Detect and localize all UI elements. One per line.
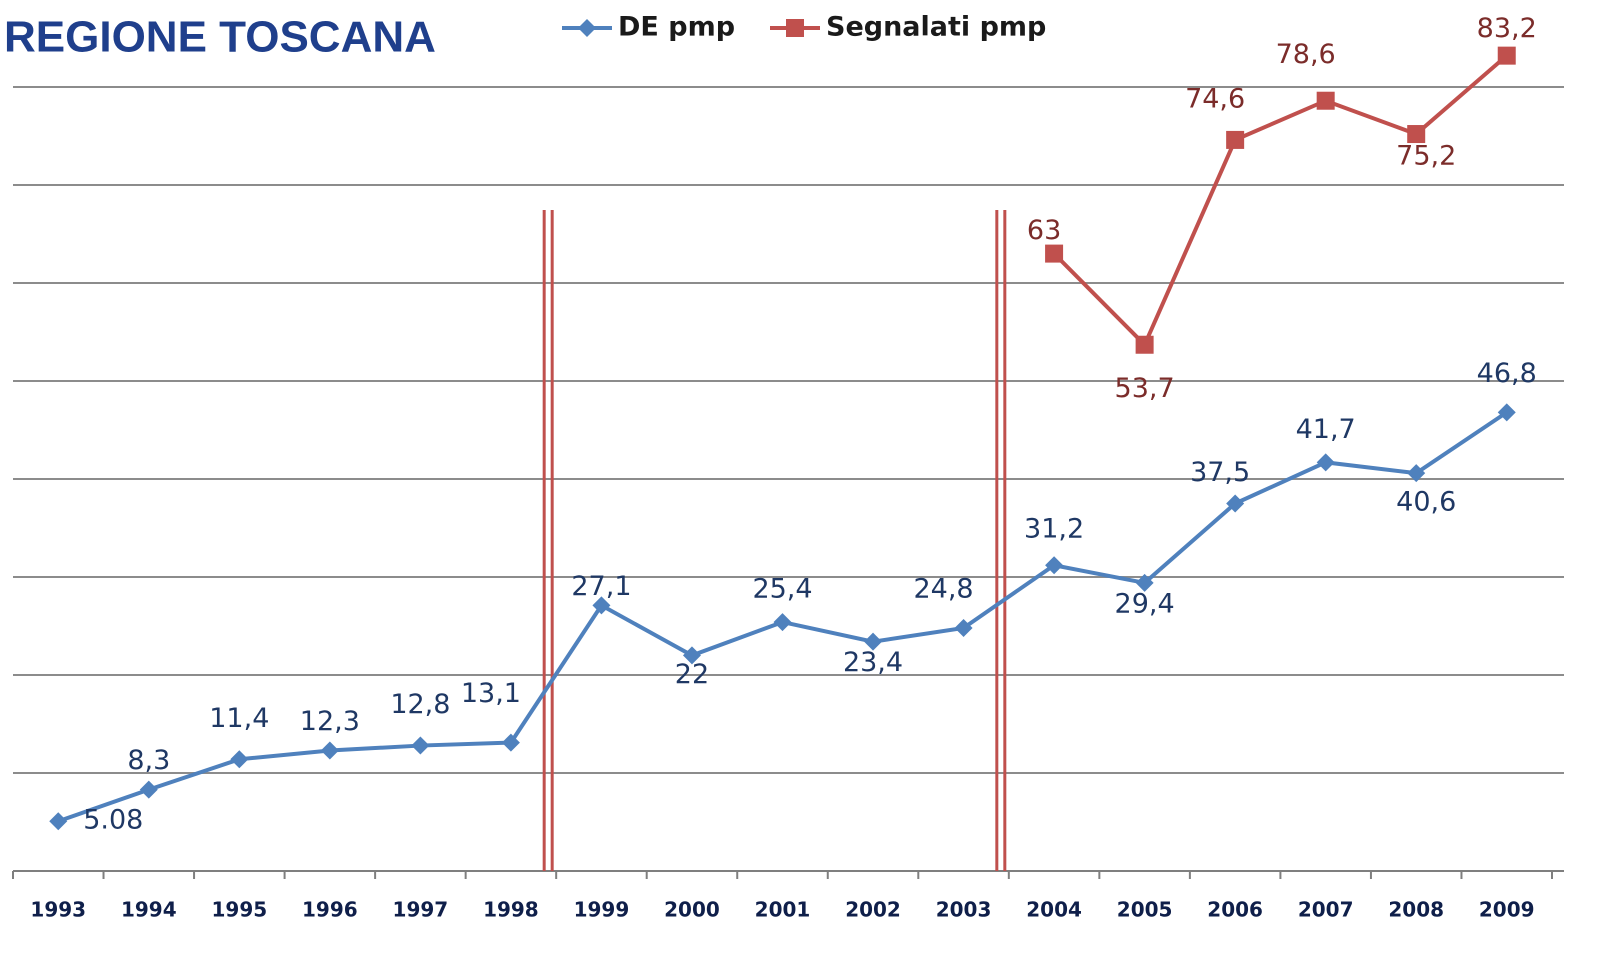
x-tick-label: 2009 — [1479, 898, 1535, 922]
data-label: 22 — [675, 659, 709, 690]
data-label: 23,4 — [843, 647, 903, 678]
x-tick-label: 2003 — [936, 898, 992, 922]
marker — [1407, 125, 1426, 144]
data-label: 12,8 — [390, 689, 450, 720]
marker — [1316, 453, 1335, 472]
marker — [230, 750, 249, 769]
marker — [1226, 130, 1245, 149]
marker — [864, 632, 883, 651]
x-tick-label: 2001 — [755, 898, 811, 922]
legend-marker — [786, 19, 804, 37]
marker — [1407, 464, 1426, 483]
data-label: 8,3 — [127, 745, 170, 776]
data-label: 31,2 — [1024, 514, 1084, 545]
marker — [1226, 494, 1245, 513]
data-label: 13,1 — [461, 678, 521, 709]
data-label: 27,1 — [571, 571, 631, 602]
x-tick-label: 2002 — [845, 898, 901, 922]
data-label: 29,4 — [1115, 588, 1175, 619]
data-label: 78,6 — [1276, 39, 1336, 70]
data-label: 24,8 — [913, 573, 973, 604]
marker — [1135, 573, 1154, 592]
x-tick-label: 1993 — [30, 898, 86, 922]
marker — [1316, 91, 1335, 110]
data-label: 74,6 — [1185, 83, 1245, 114]
data-label: 5.08 — [83, 805, 143, 836]
marker — [139, 780, 158, 799]
x-tick-label: 2004 — [1026, 898, 1082, 922]
marker — [773, 613, 792, 632]
marker — [411, 736, 430, 755]
marker — [320, 741, 339, 760]
marker — [49, 812, 68, 831]
data-label: 40,6 — [1396, 487, 1456, 518]
x-tick-label: 2005 — [1117, 898, 1173, 922]
chart-title: REGIONE TOSCANA — [4, 13, 436, 62]
x-tick-label: 2006 — [1207, 898, 1263, 922]
data-label: 12,3 — [300, 706, 360, 737]
marker — [1135, 335, 1154, 354]
x-tick-label: 1998 — [483, 898, 539, 922]
x-tick-label: 2007 — [1298, 898, 1354, 922]
legend-label: Segnalati pmp — [826, 12, 1046, 43]
x-tick-label: 1996 — [302, 898, 358, 922]
x-tick-label: 1999 — [574, 898, 630, 922]
marker — [954, 618, 973, 637]
data-label: 46,8 — [1477, 358, 1537, 389]
data-label: 37,5 — [1190, 457, 1250, 488]
marker — [1497, 403, 1516, 422]
marker — [1045, 556, 1064, 575]
x-tick-label: 2008 — [1388, 898, 1444, 922]
marker — [1045, 244, 1064, 263]
data-label: 83,2 — [1477, 13, 1537, 44]
x-tick-label: 1994 — [121, 898, 177, 922]
marker — [501, 733, 520, 752]
marker — [592, 596, 611, 615]
data-label: 11,4 — [209, 703, 269, 734]
marker — [682, 646, 701, 665]
data-label: 53,7 — [1115, 373, 1175, 404]
data-label: 63 — [1027, 215, 1061, 246]
series-line — [1052, 54, 1509, 349]
data-label: 41,7 — [1296, 414, 1356, 445]
marker — [1497, 46, 1516, 65]
x-tick-label: 1997 — [393, 898, 449, 922]
x-tick-label: 1995 — [211, 898, 267, 922]
legend-label: DE pmp — [618, 12, 735, 43]
x-tick-label: 2000 — [664, 898, 720, 922]
data-label: 75,2 — [1396, 141, 1456, 172]
data-label: 25,4 — [752, 574, 812, 605]
legend-marker — [578, 19, 596, 37]
